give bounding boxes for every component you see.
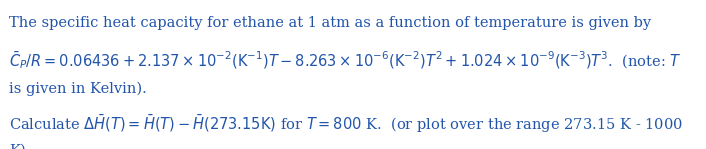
Text: K): K) xyxy=(9,144,26,149)
Text: The specific heat capacity for ethane at 1 atm as a function of temperature is g: The specific heat capacity for ethane at… xyxy=(9,16,652,30)
Text: $\bar{C}_P/R = 0.06436 + 2.137 \times 10^{-2}(\mathrm{K}^{-1})T - 8.263 \times 1: $\bar{C}_P/R = 0.06436 + 2.137 \times 10… xyxy=(9,50,682,71)
Text: Calculate $\Delta\bar{H}(T) = \bar{H}(T) - \bar{H}(273.15\mathrm{K})$ for $T = 8: Calculate $\Delta\bar{H}(T) = \bar{H}(T)… xyxy=(9,112,683,135)
Text: is given in Kelvin).: is given in Kelvin). xyxy=(9,81,147,96)
